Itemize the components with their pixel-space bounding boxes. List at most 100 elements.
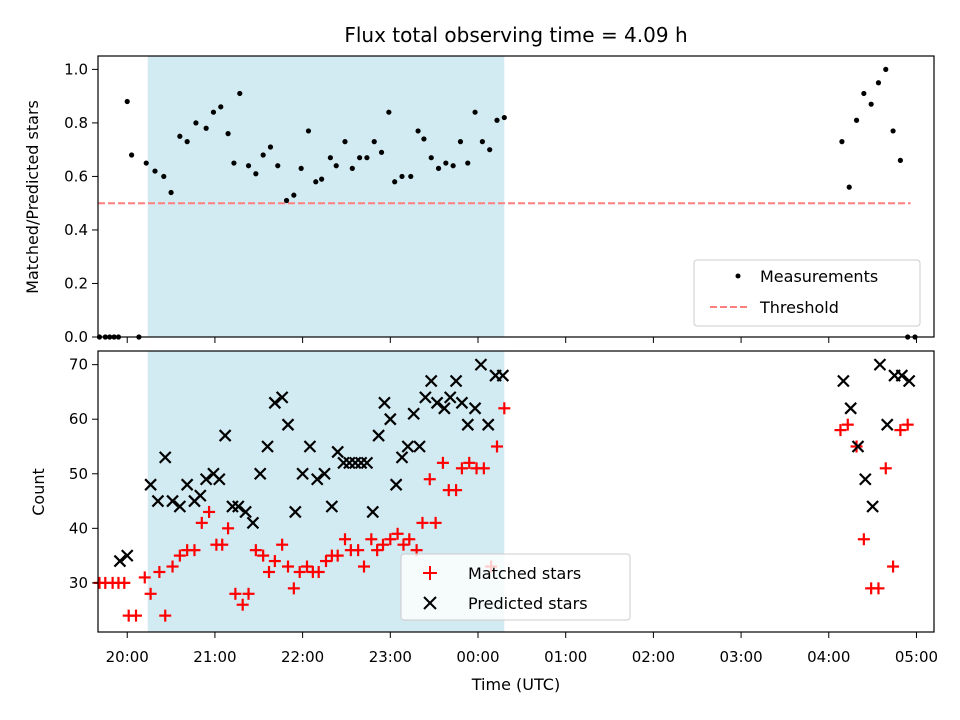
matched-star-point bbox=[894, 424, 907, 437]
predicted-star-point bbox=[232, 500, 245, 513]
predicted-star-point bbox=[180, 478, 194, 491]
matched-star-point bbox=[491, 440, 503, 453]
measurement-point bbox=[168, 189, 174, 196]
matched-star-point bbox=[331, 549, 344, 562]
measurement-point bbox=[386, 109, 392, 115]
measurement-point bbox=[421, 136, 427, 142]
measurement-point bbox=[283, 197, 290, 204]
predicted-star-point bbox=[281, 418, 295, 431]
matched-star-point bbox=[118, 576, 131, 589]
predicted-star-point bbox=[401, 440, 415, 453]
measurement-point bbox=[853, 117, 860, 123]
time-x-tick-label: 03:00 bbox=[719, 648, 762, 666]
ratio-y-tick-label: 0.6 bbox=[64, 167, 88, 185]
matched-star-point bbox=[222, 522, 235, 535]
matched-star-point bbox=[287, 582, 300, 595]
predicted-star-point bbox=[366, 505, 380, 519]
matched-star-point bbox=[144, 587, 157, 600]
measurement-point bbox=[883, 66, 889, 72]
time-x-tick-label: 00:00 bbox=[456, 648, 499, 666]
measurement-point bbox=[501, 114, 507, 121]
matched-star-point bbox=[173, 549, 186, 562]
time-x-tick-label: 04:00 bbox=[807, 648, 850, 666]
legend-matched-marker bbox=[423, 566, 437, 580]
count-panel: 30 40 50 60 70 20:00 21:00 22:00 23:00 00:00 01:00… bbox=[29, 350, 938, 694]
predicted-star-point bbox=[310, 472, 324, 486]
predicted-star-point bbox=[158, 451, 172, 464]
measurement-point bbox=[333, 163, 339, 169]
measurement-point bbox=[435, 165, 442, 171]
measurement-point bbox=[371, 139, 377, 145]
predicted-star-point bbox=[194, 489, 207, 502]
predicted-star-point bbox=[218, 429, 232, 442]
measurement-point bbox=[298, 165, 304, 171]
ratio-y-tick-label: 1.0 bbox=[64, 60, 88, 78]
predicted-star-point bbox=[239, 505, 252, 519]
predicted-star-point bbox=[296, 467, 309, 481]
measurement-point bbox=[245, 163, 252, 169]
matched-star-point bbox=[365, 533, 378, 546]
predicted-star-point bbox=[372, 429, 385, 442]
predicted-star-point bbox=[268, 396, 282, 410]
matched-star-point bbox=[153, 565, 166, 578]
measurement-point bbox=[231, 160, 237, 166]
time-x-tick-label: 22:00 bbox=[281, 648, 324, 666]
matched-star-point bbox=[358, 560, 370, 573]
measurement-point bbox=[890, 128, 896, 134]
predicted-star-point bbox=[144, 478, 157, 491]
matched-star-point bbox=[887, 560, 900, 573]
ratio-y-tick-label: 0.0 bbox=[64, 328, 88, 346]
time-x-tick-label: 21:00 bbox=[193, 648, 236, 666]
measurement-point bbox=[897, 157, 903, 163]
matched-star-point bbox=[242, 587, 255, 600]
measurement-point bbox=[392, 179, 398, 185]
predicted-star-point bbox=[455, 396, 469, 410]
matched-star-point bbox=[377, 538, 389, 551]
matched-star-point bbox=[249, 544, 262, 557]
count-y-tick-label: 60 bbox=[69, 410, 88, 428]
measurement-point bbox=[357, 155, 363, 161]
matched-star-point bbox=[416, 516, 429, 529]
predicted-star-point bbox=[166, 494, 179, 508]
measurement-point bbox=[327, 155, 333, 161]
predicted-star-point bbox=[866, 500, 879, 513]
predicted-star-point bbox=[413, 440, 426, 453]
chart-title: Flux total observing time = 4.09 h bbox=[344, 23, 687, 47]
measurement-point bbox=[260, 152, 266, 158]
predicted-star-point bbox=[880, 418, 894, 431]
measurement-point bbox=[129, 152, 135, 158]
predicted-star-point bbox=[895, 369, 909, 382]
time-x-tick-label: 20:00 bbox=[106, 648, 149, 666]
matched-star-point bbox=[301, 560, 313, 573]
measurement-point bbox=[465, 160, 471, 166]
measurement-point bbox=[313, 179, 319, 185]
legend-predicted-marker bbox=[423, 596, 437, 610]
count-axis-label: Count bbox=[29, 468, 48, 516]
measurement-point bbox=[487, 147, 493, 153]
matched-star-point bbox=[834, 424, 847, 437]
measurement-point bbox=[193, 120, 199, 126]
predicted-star-point bbox=[389, 478, 403, 491]
predicted-star-point bbox=[303, 440, 317, 453]
measurement-point bbox=[443, 160, 449, 166]
predicted-star-point bbox=[325, 500, 339, 513]
measurement-point bbox=[378, 149, 385, 155]
count-y-tick-label: 40 bbox=[69, 519, 88, 537]
predicted-star-point bbox=[837, 374, 850, 388]
measurement-point bbox=[408, 173, 414, 180]
matched-star-point bbox=[159, 609, 172, 622]
predicted-star-point bbox=[449, 374, 463, 388]
predicted-star-point bbox=[318, 467, 331, 481]
matched-star-point bbox=[312, 565, 325, 578]
matched-star-point bbox=[879, 462, 892, 475]
matched-star-point bbox=[188, 544, 201, 557]
matched-star-point bbox=[371, 544, 384, 557]
count-panel-frame bbox=[97, 350, 935, 633]
matched-star-point bbox=[498, 402, 511, 415]
measurement-point bbox=[875, 80, 882, 86]
predicted-star-point bbox=[289, 505, 302, 519]
matched-star-point bbox=[293, 565, 306, 578]
measurement-point bbox=[305, 128, 312, 134]
measurement-point bbox=[267, 144, 274, 150]
